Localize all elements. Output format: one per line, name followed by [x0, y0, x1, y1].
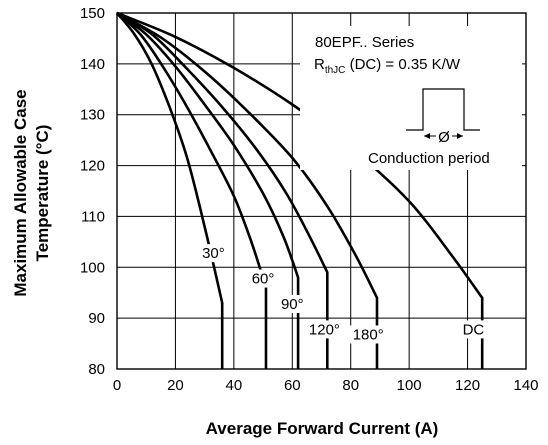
x-tick-label: 40	[226, 377, 243, 394]
curve-label: DC	[463, 321, 485, 338]
x-tick-label: 20	[167, 377, 184, 394]
rth-value: RthJC (DC) = 0.35 K/W	[314, 56, 461, 76]
curve-label-backdrop	[198, 244, 229, 263]
curve-label-backdrop	[248, 269, 278, 288]
curve-label: 120°	[309, 321, 340, 338]
rth-main: R	[314, 56, 325, 73]
conduction-arrow-left	[424, 133, 430, 139]
curve-label: 90°	[281, 296, 304, 313]
curve-label: 30°	[202, 245, 225, 262]
y-tick-label: 130	[80, 107, 105, 124]
conduction-period-label: Conduction period	[368, 150, 490, 167]
y-axis-label-line1: Maximum Allowable Case	[11, 89, 30, 296]
y-tick-label: 100	[80, 259, 105, 276]
curve-label: 60°	[252, 271, 275, 288]
tick-labels: 0 20 40 60 80 100 120 140 80 90 100 110 120 130 140 150	[80, 5, 539, 394]
conduction-pulse-diagram	[406, 88, 480, 131]
y-tick-label: 140	[80, 56, 105, 73]
rth-subscript: thJC	[325, 65, 346, 76]
curve-label-backdrop	[277, 294, 308, 313]
phi-backdrop	[436, 127, 452, 143]
curve-120deg	[116, 11, 329, 369]
y-tick-label: 80	[88, 361, 105, 378]
series-title: 80EPF.. Series	[315, 34, 414, 51]
curve-label-backdrop	[462, 320, 484, 339]
y-axis-label-line2: Temperature (°C)	[33, 125, 52, 262]
curve-60deg	[116, 12, 268, 369]
curve-180deg	[116, 11, 379, 369]
rth-rest: (DC) = 0.35 K/W	[345, 56, 460, 73]
curve-30deg	[115, 12, 224, 369]
curve-90deg	[116, 11, 300, 369]
x-tick-label: 100	[397, 377, 422, 394]
plot-frame	[116, 12, 527, 370]
curve-label-backdrop	[305, 320, 344, 339]
x-tick-label: 120	[455, 377, 480, 394]
y-tick-label: 150	[80, 5, 105, 22]
x-tick-label: 140	[513, 377, 538, 394]
x-tick-label: 60	[284, 377, 301, 394]
y-tick-label: 90	[88, 310, 105, 327]
x-tick-label: 80	[342, 377, 359, 394]
x-tick-label: 0	[113, 377, 121, 394]
annotation-backdrop	[300, 26, 522, 170]
phi-symbol: Ø	[438, 129, 450, 146]
conduction-arrow-right	[457, 133, 463, 139]
annotation: 80EPF.. Series RthJC (DC) = 0.35 K/W Ø C…	[300, 26, 522, 170]
y-tick-label: 110	[81, 208, 105, 225]
curve-label: 180°	[353, 326, 384, 343]
x-axis-label: Average Forward Current (A)	[206, 419, 439, 438]
curve-labels: 30° 60° 90° 120° 180° DC	[198, 244, 485, 344]
y-tick-label: 120	[80, 158, 105, 175]
curve-label-backdrop	[349, 325, 388, 344]
